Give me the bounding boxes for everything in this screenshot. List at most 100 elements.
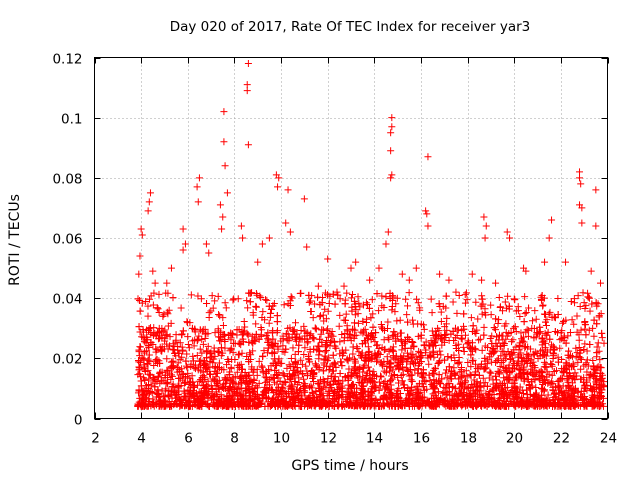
data-point: [225, 371, 233, 379]
data-point: [574, 358, 582, 366]
data-point: [578, 204, 586, 212]
data-point: [211, 297, 219, 305]
data-point: [203, 400, 211, 408]
data-point: [520, 338, 528, 346]
data-point: [296, 289, 304, 297]
data-point: [252, 320, 260, 328]
data-point: [494, 355, 502, 363]
data-point: [538, 291, 546, 299]
data-point: [297, 326, 305, 334]
data-point: [554, 311, 562, 319]
data-point: [287, 375, 295, 383]
data-point: [329, 332, 337, 340]
data-point: [229, 374, 237, 382]
data-point: [191, 325, 199, 333]
data-point: [248, 363, 256, 371]
data-point: [491, 397, 499, 405]
data-point: [401, 402, 409, 410]
data-point: [274, 397, 282, 405]
data-point: [309, 398, 317, 406]
data-point: [215, 396, 223, 404]
data-point: [457, 334, 465, 342]
data-point: [328, 328, 336, 336]
data-point: [583, 356, 591, 364]
data-point: [364, 301, 372, 309]
data-point: [195, 332, 203, 340]
data-point: [249, 311, 257, 319]
data-point: [135, 387, 143, 395]
data-point: [388, 375, 396, 383]
data-point: [562, 339, 570, 347]
data-point: [245, 338, 253, 346]
x-tick-label: 10: [273, 431, 290, 447]
data-point: [458, 396, 466, 404]
data-point: [499, 332, 507, 340]
data-point: [184, 333, 192, 341]
data-point: [592, 366, 600, 374]
data-point: [369, 371, 377, 379]
data-point: [411, 359, 419, 367]
data-point: [367, 400, 375, 408]
data-point: [303, 367, 311, 375]
data-point: [538, 384, 546, 392]
data-point: [575, 344, 583, 352]
data-point: [215, 385, 223, 393]
data-point: [432, 327, 440, 335]
data-point: [557, 375, 565, 383]
data-point: [300, 350, 308, 358]
data-point: [291, 378, 299, 386]
data-point: [302, 362, 310, 370]
data-point: [478, 295, 486, 303]
data-point: [246, 298, 254, 306]
data-point: [359, 301, 367, 309]
data-point: [426, 342, 434, 350]
data-point: [375, 307, 383, 315]
data-point: [151, 279, 159, 287]
data-point: [372, 329, 380, 337]
data-point: [415, 347, 423, 355]
data-point: [255, 400, 263, 408]
data-point: [449, 298, 457, 306]
data-point: [280, 371, 288, 379]
data-point: [203, 299, 211, 307]
data-point: [418, 352, 426, 360]
data-point: [238, 379, 246, 387]
data-point: [136, 297, 144, 305]
data-point: [178, 353, 186, 361]
data-point: [279, 342, 287, 350]
data-point: [391, 308, 399, 316]
data-point: [598, 386, 606, 394]
data-point: [508, 351, 516, 359]
data-point: [199, 398, 207, 406]
data-point: [167, 264, 175, 272]
data-point: [323, 325, 331, 333]
data-point: [417, 331, 425, 339]
data-point: [412, 352, 420, 360]
data-point: [579, 393, 587, 401]
data-point: [596, 356, 604, 364]
data-point: [496, 363, 504, 371]
data-point: [229, 379, 237, 387]
data-point: [341, 373, 349, 381]
data-point: [514, 303, 522, 311]
data-point: [517, 373, 525, 381]
data-point: [181, 240, 189, 248]
data-point: [438, 334, 446, 342]
data-point: [279, 335, 287, 343]
data-point: [168, 372, 176, 380]
data-point: [135, 363, 143, 371]
data-point: [524, 332, 532, 340]
data-point: [290, 399, 298, 407]
data-point: [513, 398, 521, 406]
data-point: [414, 332, 422, 340]
data-point: [414, 369, 422, 377]
data-point: [239, 338, 247, 346]
data-point: [179, 327, 187, 335]
data-point: [202, 381, 210, 389]
data-point: [385, 347, 393, 355]
data-point: [142, 297, 150, 305]
data-point: [387, 174, 395, 182]
data-point: [399, 356, 407, 364]
data-point: [314, 342, 322, 350]
data-point: [381, 345, 389, 353]
